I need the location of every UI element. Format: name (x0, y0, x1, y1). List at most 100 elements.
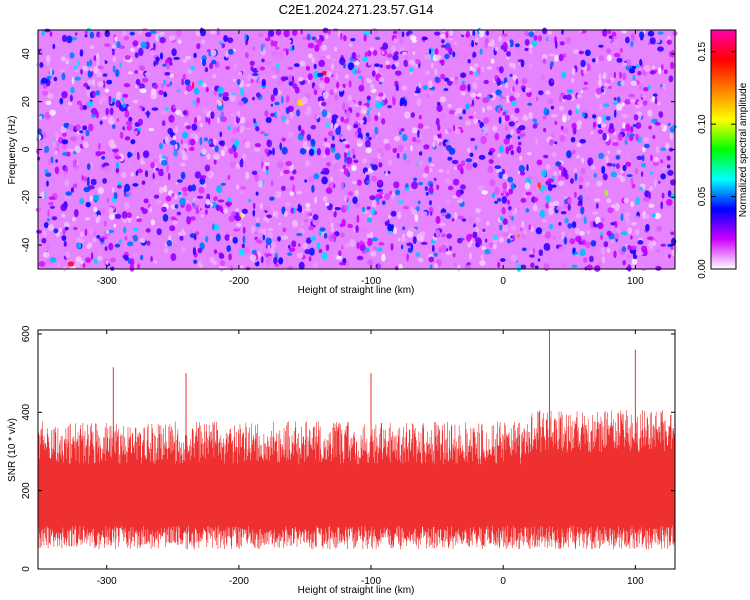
speckle-cell (505, 192, 510, 197)
speckle-cell (509, 137, 513, 144)
speckle-cell (440, 73, 446, 80)
speckle-cell (615, 155, 621, 160)
speckle-cell (371, 175, 377, 182)
speckle-cell (488, 151, 493, 156)
speckle-cell (627, 227, 633, 235)
speckle-cell (101, 156, 106, 160)
speckle-cell (533, 35, 538, 41)
speckle-cell (138, 118, 143, 126)
speckle-cell (576, 93, 582, 99)
speckle-cell (163, 79, 166, 86)
speckle-cell (131, 148, 135, 153)
speckle-cell (553, 236, 556, 240)
speckle-cell (165, 62, 171, 70)
speckle-cell (471, 40, 474, 48)
speckle-cell (635, 133, 639, 141)
speckle-cell (594, 198, 601, 202)
speckle-cell (185, 55, 192, 60)
speckle-cell (79, 130, 84, 134)
speckle-cell (441, 39, 445, 44)
speckle-cell (227, 125, 232, 131)
speckle-cell (294, 86, 300, 94)
speckle-cell (475, 216, 481, 223)
speckle-cell (287, 244, 291, 249)
speckle-cell (202, 82, 207, 88)
speckle-cell (517, 233, 521, 238)
speckle-cell (84, 30, 88, 35)
speckle-cell (607, 29, 612, 35)
speckle-cell (150, 219, 156, 226)
speckle-cell (462, 109, 467, 115)
speckle-cell (484, 238, 488, 243)
speckle-cell (370, 83, 375, 90)
speckle-cell (218, 264, 225, 272)
speckle-cell (486, 105, 493, 111)
speckle-cell (84, 34, 88, 38)
speckle-cell (40, 49, 44, 57)
speckle-cell (653, 179, 657, 188)
speckle-cell (562, 116, 567, 123)
speckle-cell (529, 63, 533, 69)
speckle-cell (499, 216, 504, 222)
speckle-cell (200, 259, 207, 265)
speckle-cell (396, 152, 400, 159)
speckle-cell (142, 150, 150, 159)
speckle-cell (338, 250, 342, 257)
speckle-cell (652, 96, 655, 102)
speckle-cell (44, 169, 49, 174)
speckle-cell (514, 107, 520, 114)
speckle-cell (475, 77, 480, 81)
speckle-cell (126, 193, 130, 198)
speckle-cell (205, 209, 208, 215)
speckle-cell (483, 127, 489, 135)
speckle-cell (382, 42, 389, 50)
speckle-cell (365, 247, 370, 253)
speckle-cell (263, 133, 269, 137)
speckle-cell (609, 133, 614, 139)
speckle-cell (275, 29, 282, 36)
speckle-cell (447, 128, 452, 133)
speckle-cell (123, 83, 131, 88)
speckle-cell (565, 94, 572, 101)
speckle-cell (470, 137, 476, 142)
speckle-cell (217, 199, 225, 203)
speckle-cell (78, 238, 85, 244)
speckle-cell (527, 102, 533, 106)
speckle-cell (43, 222, 49, 229)
speckle-cell (213, 90, 217, 96)
speckle-cell (97, 214, 101, 223)
speckle-cell (428, 91, 435, 96)
colorbar-gradient (710, 29, 737, 270)
speckle-cell (445, 141, 452, 146)
speckle-cell (193, 117, 198, 124)
speckle-cell (467, 83, 471, 93)
speckle-cell (287, 131, 294, 138)
speckle-cell (133, 99, 139, 104)
speckle-cell (383, 138, 390, 145)
speckle-cell (379, 153, 385, 158)
speckle-cell (656, 225, 663, 232)
speckle-cell (368, 213, 372, 218)
speckle-cell (243, 247, 250, 255)
speckle-cell (545, 195, 551, 203)
speckle-cell (336, 81, 340, 89)
speckle-cell (610, 222, 616, 226)
speckle-cell (82, 141, 89, 149)
speckle-cell (518, 125, 526, 131)
speckle-cell (172, 135, 177, 140)
speckle-cell (543, 154, 549, 159)
speckle-cell (612, 101, 618, 105)
speckle-cell (666, 155, 671, 161)
speckle-cell (387, 105, 392, 109)
speckle-cell (492, 239, 498, 244)
speckle-cell (500, 98, 507, 107)
speckle-cell (669, 132, 674, 140)
speckle-cell (219, 131, 223, 138)
speckle-cell (667, 254, 671, 259)
speckle-cell (340, 136, 344, 141)
speckle-cell (189, 146, 195, 151)
speckle-cell (630, 177, 634, 186)
speckle-cell (260, 157, 264, 162)
speckle-cell (325, 244, 330, 252)
